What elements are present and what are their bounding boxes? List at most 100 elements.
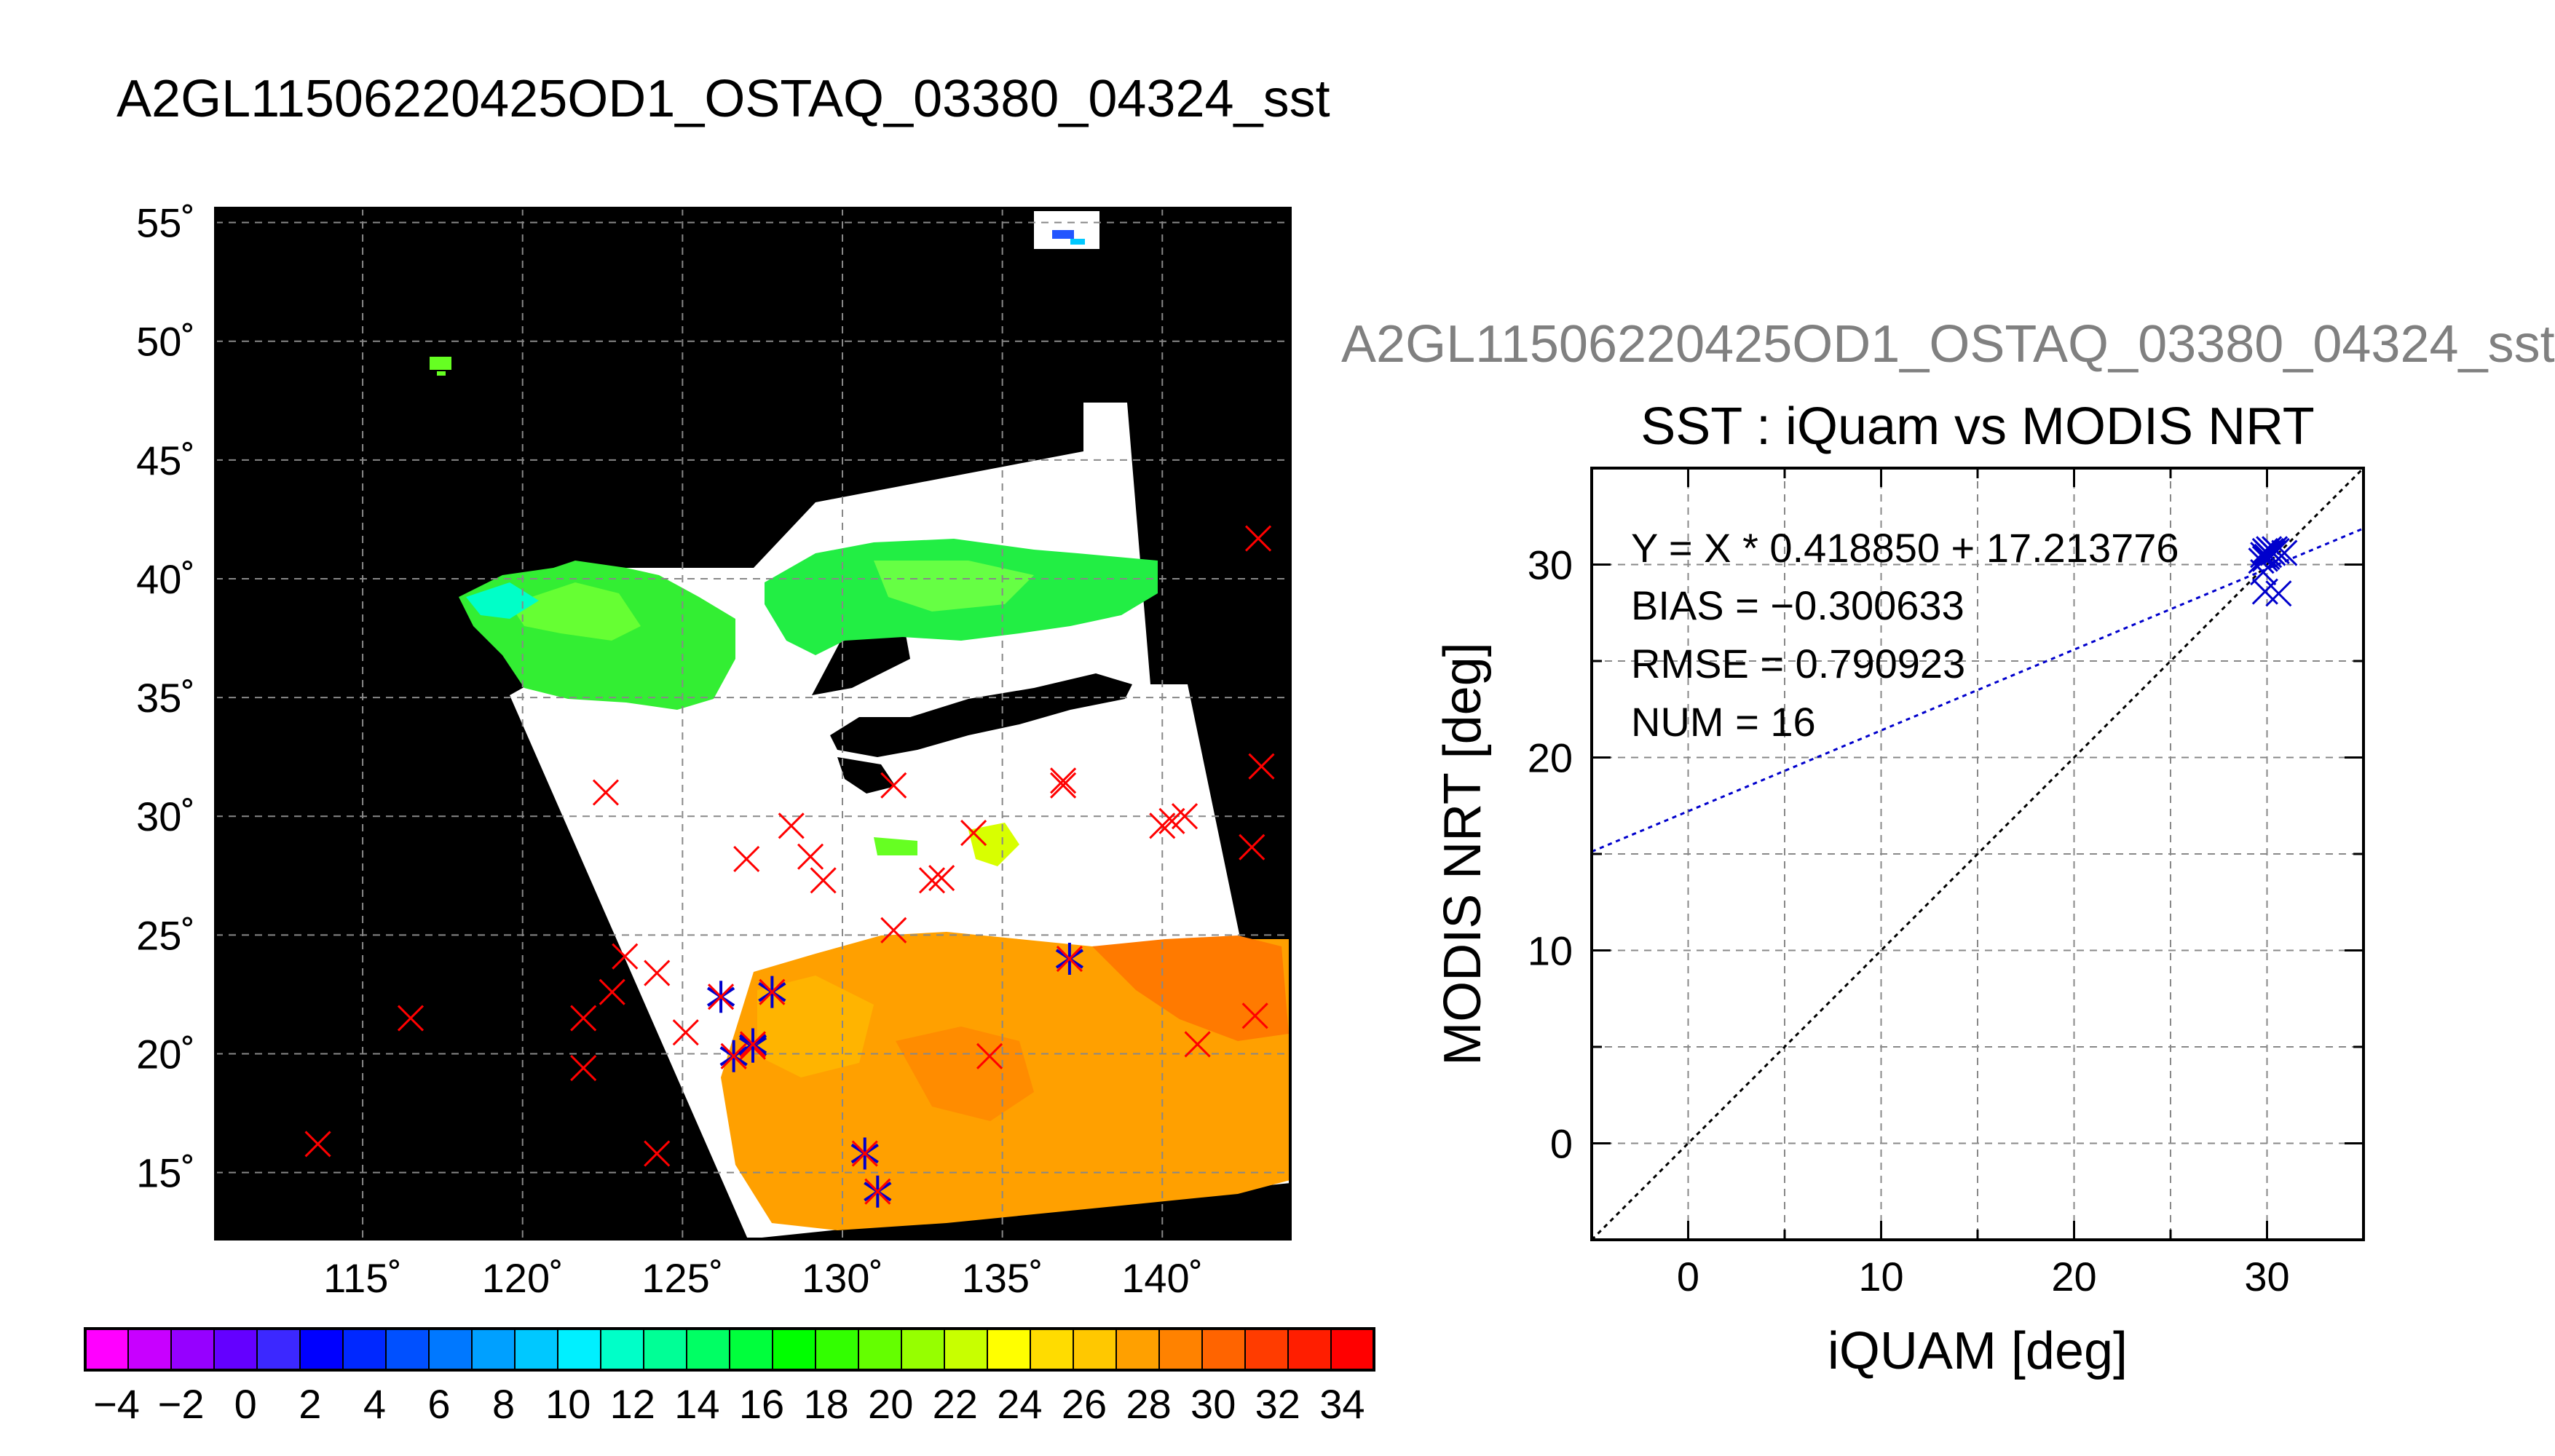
- insitu-marker: [1184, 1031, 1211, 1058]
- colorbar-label: 14: [674, 1381, 719, 1427]
- lat-tick-label: 50˚: [136, 319, 195, 365]
- colorbar: [84, 1327, 1375, 1372]
- num-label: NUM = 16: [1631, 699, 1816, 745]
- y-tick-label: 0: [1550, 1121, 1573, 1167]
- lon-tick-label: 135˚: [962, 1255, 1043, 1301]
- colorbar-swatch: [171, 1329, 215, 1370]
- colorbar-label: 20: [868, 1381, 913, 1427]
- insitu-marker: [960, 820, 987, 847]
- colorbar-swatch: [644, 1329, 687, 1370]
- insitu-marker: [1050, 772, 1077, 799]
- sst-light-orange: [757, 976, 874, 1077]
- data-point: [2271, 539, 2298, 566]
- colorbar-swatch: [901, 1329, 945, 1370]
- japan-land-south: [837, 757, 896, 794]
- colorbar-label: 16: [739, 1381, 784, 1427]
- colorbar-label: 4: [363, 1381, 386, 1427]
- matched-marker: [864, 1175, 892, 1208]
- map-frame: [214, 207, 1292, 1241]
- sst-darker-orange: [1092, 935, 1289, 1041]
- matched-marker-cross: [851, 1140, 878, 1167]
- colorbar-label: 8: [492, 1381, 515, 1427]
- colorbar-swatch: [601, 1329, 644, 1370]
- matched-marker-cross: [708, 984, 735, 1010]
- colorbar-label: 28: [1126, 1381, 1171, 1427]
- data-point: [2265, 580, 2292, 607]
- colorbar-label: 24: [997, 1381, 1042, 1427]
- map-title: A2GL11506220425OD1_OSTAQ_03380_04324_sst: [117, 70, 1330, 128]
- insitu-marker: [570, 1005, 597, 1032]
- insitu-marker: [1050, 767, 1077, 794]
- stats-annotations: Y = X * 0.418850 + 17.213776 BIAS = −0.3…: [1631, 525, 2179, 745]
- sst-green-japan-sea-2: [874, 561, 1034, 612]
- matched-marker: [758, 976, 786, 1008]
- matched-marker: [850, 1137, 879, 1170]
- insitu-marker: [612, 943, 639, 970]
- lat-tick-label: 25˚: [136, 912, 195, 958]
- scatter-grid: [1592, 468, 2364, 1240]
- insitu-marker: [644, 960, 671, 986]
- insitu-marker: [1245, 525, 1272, 552]
- sst-cyan-patch: [466, 582, 539, 619]
- colorbar-label: 34: [1319, 1381, 1365, 1427]
- colorbar-swatch: [944, 1329, 988, 1370]
- matched-marker: [719, 1040, 748, 1072]
- x-tick-labels: 0 10 20 30: [1677, 1254, 2290, 1299]
- colorbar-swatch: [214, 1329, 258, 1370]
- data-point: [2248, 547, 2275, 574]
- insitu-marker: [304, 1131, 331, 1158]
- insitu-marker: [599, 978, 625, 1005]
- colorbar-swatch: [773, 1329, 816, 1370]
- lat-tick-label: 20˚: [136, 1032, 195, 1077]
- insitu-marker: [1239, 834, 1265, 860]
- insitu-marker: [880, 772, 907, 799]
- bias-label: BIAS = −0.300633: [1631, 582, 1964, 628]
- colorbar-frame: [84, 1327, 1375, 1372]
- insitu-marker: [570, 1055, 597, 1082]
- insitu-marker: [644, 1140, 671, 1167]
- matched-marker-cross: [739, 1031, 767, 1058]
- data-point: [2259, 539, 2286, 566]
- colorbar-swatch: [515, 1329, 558, 1370]
- colorbar-swatch: [1073, 1329, 1117, 1370]
- colorbar-swatch: [1331, 1329, 1375, 1370]
- colorbar-swatch: [300, 1329, 344, 1370]
- insitu-marker: [976, 1042, 1003, 1069]
- colorbar-label: 18: [803, 1381, 848, 1427]
- insitu-marker: [672, 1019, 699, 1046]
- colorbar-swatch: [1030, 1329, 1074, 1370]
- colorbar-swatch: [85, 1329, 129, 1370]
- colorbar-label: 2: [299, 1381, 321, 1427]
- sst-map: [214, 207, 1292, 1241]
- colorbar-swatch: [429, 1329, 473, 1370]
- colorbar-label: 22: [933, 1381, 978, 1427]
- lon-tick-label: 115˚: [323, 1255, 402, 1301]
- colorbar-swatch: [1245, 1329, 1289, 1370]
- scatter-file-title: A2GL11506220425OD1_OSTAQ_03380_04324_sst: [1341, 315, 2555, 373]
- lat-tick-label: 30˚: [136, 794, 195, 839]
- y-tick-label: 10: [1528, 928, 1573, 974]
- colorbar-swatch: [558, 1329, 601, 1370]
- colorbar-swatch: [816, 1329, 859, 1370]
- colorbar-swatch: [858, 1329, 902, 1370]
- scatter-title: SST : iQuam vs MODIS NRT: [1640, 397, 2315, 456]
- lat-tick-label: 40˚: [136, 556, 195, 602]
- lat-tick-label: 55˚: [136, 200, 195, 246]
- insitu-marker: [592, 779, 619, 806]
- matched-marker: [1055, 943, 1084, 976]
- colorbar-labels: −4 −2 0 2 4 6 8 10 12 14 16 18 20 22 24 26 28 30 32 34: [93, 1381, 1365, 1427]
- colorbar-label: 10: [545, 1381, 591, 1427]
- sst-yellow-patch: [968, 823, 1019, 866]
- matched-marker-cross: [1056, 945, 1083, 973]
- insitu-marker: [928, 865, 955, 892]
- scatter-tick-marks: [1590, 467, 2365, 1241]
- colorbar-swatch: [730, 1329, 773, 1370]
- colorbar-swatch: [1288, 1329, 1332, 1370]
- lat-tick-label: 35˚: [136, 675, 195, 721]
- colorbar-swatch: [343, 1329, 387, 1370]
- sst-north-speck-5: [1070, 239, 1085, 245]
- y-tick-label: 20: [1528, 735, 1573, 781]
- sst-green-patch-mid: [874, 837, 917, 855]
- x-tick-label: 20: [2051, 1254, 2096, 1299]
